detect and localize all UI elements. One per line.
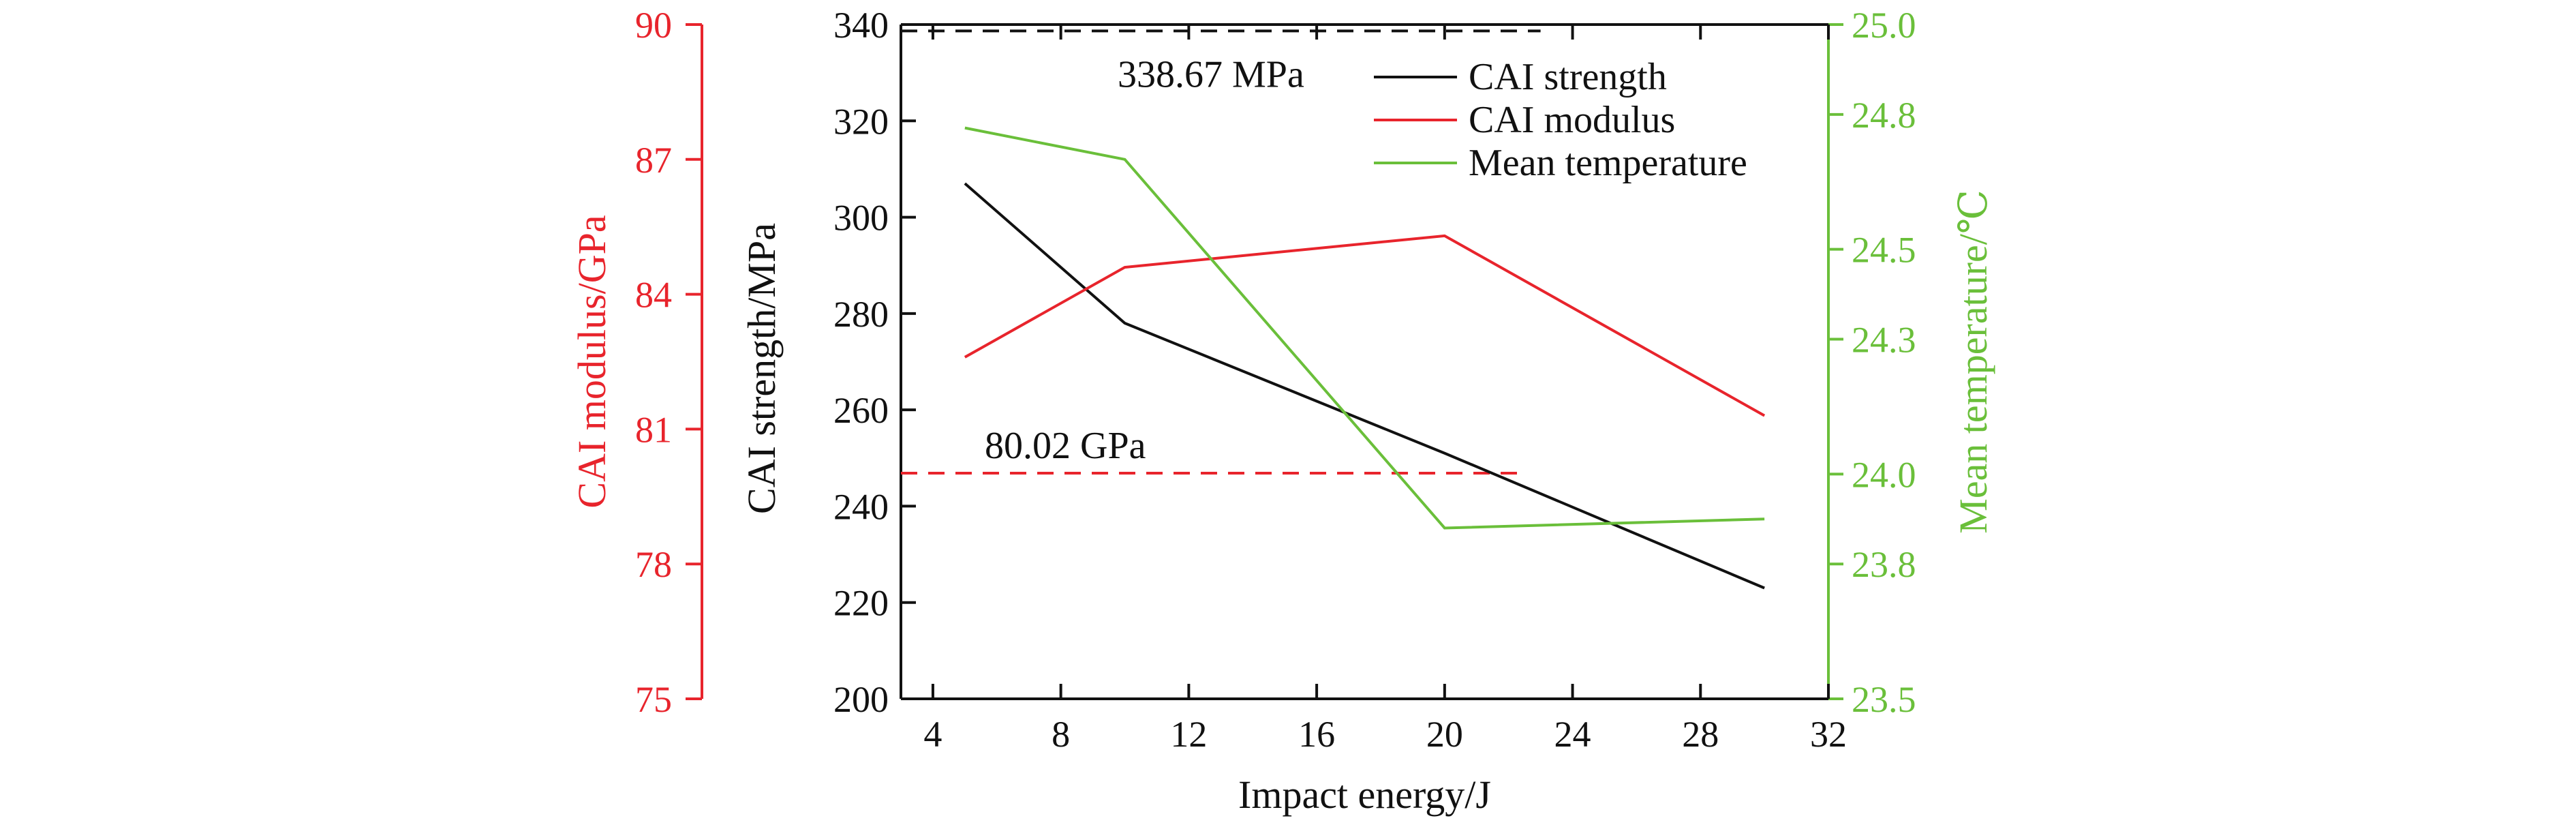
strength-tick-label: 240 xyxy=(833,486,889,527)
reference-label: 80.02 GPa xyxy=(985,425,1146,467)
strength-tick-label: 300 xyxy=(833,198,889,239)
temperature-tick-label: 24.8 xyxy=(1852,95,1916,136)
legend-label: CAI strength xyxy=(1469,56,1667,98)
x-tick-label: 32 xyxy=(1810,714,1847,755)
x-tick-label: 4 xyxy=(923,714,942,755)
x-tick-label: 8 xyxy=(1052,714,1070,755)
series-lines xyxy=(964,126,1766,590)
modulus-tick-label: 81 xyxy=(635,409,672,450)
reference-label: 338.67 MPa xyxy=(1118,53,1304,95)
temperature-tick-label: 24.3 xyxy=(1852,320,1916,361)
modulus-tick-label: 87 xyxy=(635,140,672,181)
x-tick-label: 16 xyxy=(1298,714,1335,755)
temperature-tick-label: 24.0 xyxy=(1852,454,1916,495)
cai-modulus-axis: 75 78 81 84 87 90 CAI modulus/GPa xyxy=(570,5,703,720)
x-tick-label: 24 xyxy=(1554,714,1591,755)
modulus-tick-label: 78 xyxy=(635,544,672,585)
series-line xyxy=(964,182,1765,590)
temperature-tick-label: 25.0 xyxy=(1852,5,1916,46)
strength-tick-label: 340 xyxy=(833,5,889,46)
strength-tick-label: 220 xyxy=(833,583,889,624)
strength-axis-title: CAI strength/MPa xyxy=(739,223,784,514)
modulus-tick-label: 90 xyxy=(635,5,672,46)
temperature-tick-label: 23.5 xyxy=(1852,679,1916,720)
series-line xyxy=(964,234,1766,417)
legend-label: Mean temperature xyxy=(1469,142,1747,184)
modulus-axis-title: CAI modulus/GPa xyxy=(570,215,614,508)
reference-lines: 338.67 MPa 80.02 GPa xyxy=(901,29,1541,475)
series-line xyxy=(964,126,1765,530)
temperature-tick-label: 24.5 xyxy=(1852,230,1916,271)
temperature-axis-title: Mean temperature/℃ xyxy=(1951,190,1995,534)
strength-tick-label: 200 xyxy=(833,679,889,720)
strength-tick-label: 260 xyxy=(833,390,889,431)
impact-energy-axis: 4 8 12 16 20 24 28 32 Impact energy/J xyxy=(923,25,1847,817)
x-tick-label: 28 xyxy=(1682,714,1719,755)
plot-frame xyxy=(900,23,1828,700)
modulus-tick-label: 75 xyxy=(635,679,672,720)
temperature-tick-label: 23.8 xyxy=(1852,544,1916,585)
modulus-tick-label: 84 xyxy=(635,275,672,316)
x-axis-title: Impact energy/J xyxy=(1238,772,1491,817)
strength-tick-label: 320 xyxy=(833,101,889,142)
temperature-axis: 23.5 23.8 24.0 24.3 24.5 24.8 25.0 Mean tempera… xyxy=(1827,5,1995,720)
cai-strength-axis: 200 220 240 260 280 300 320 340 CAI strength/MPa xyxy=(739,5,916,720)
x-tick-label: 12 xyxy=(1170,714,1207,755)
strength-tick-label: 280 xyxy=(833,294,889,335)
legend-label: CAI modulus xyxy=(1469,99,1675,141)
x-tick-label: 20 xyxy=(1426,714,1463,755)
